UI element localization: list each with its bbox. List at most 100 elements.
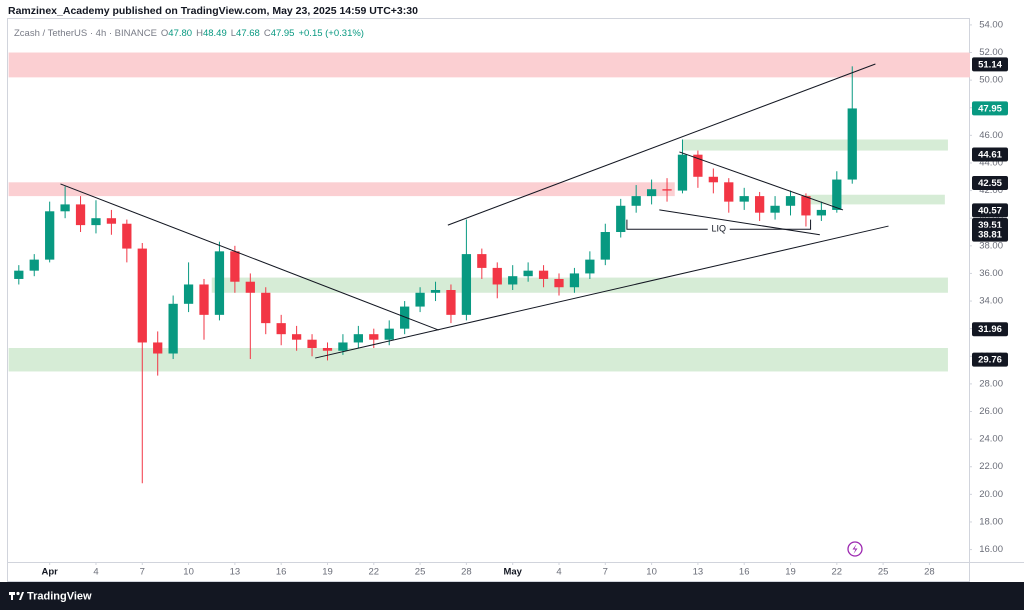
candle-body	[646, 189, 657, 197]
zone	[8, 347, 948, 372]
candle-body	[847, 108, 857, 180]
price-label-box	[972, 352, 1008, 367]
candle-body	[199, 284, 209, 315]
y-tick-label: 34.00	[979, 296, 1003, 307]
y-tick-label: 54.00	[979, 19, 1003, 30]
x-tick-label: 28	[924, 567, 935, 578]
candle-body	[214, 251, 225, 315]
candle-body	[477, 254, 487, 268]
y-tick-label: 28.00	[979, 378, 1003, 389]
candle-body	[369, 334, 379, 340]
y-tick-label: 44.00	[979, 157, 1003, 168]
x-tick-label: 7	[140, 567, 145, 578]
candle-body	[832, 179, 842, 210]
x-tick-label: 10	[183, 567, 194, 578]
symbol-legend: Zcash / TetherUS · 4h · BINANCE O47.80 H48…	[14, 28, 364, 39]
x-tick-label: 19	[322, 567, 333, 578]
candle-body	[75, 204, 86, 226]
candle-body	[245, 281, 255, 293]
x-tick-label: 28	[461, 567, 472, 578]
candle-body	[384, 328, 394, 340]
candle-body	[585, 259, 595, 274]
price-label: 44.61	[978, 150, 1002, 161]
price-label: 29.76	[978, 355, 1002, 366]
y-tick-label: 50.00	[979, 75, 1003, 86]
price-label-box	[972, 322, 1008, 337]
y-tick-label: 26.00	[979, 406, 1003, 417]
candle-body	[168, 303, 178, 354]
x-tick-label: 13	[693, 567, 704, 578]
candle-body	[106, 218, 117, 224]
price-label: 51.14	[978, 59, 1002, 70]
candle-body	[616, 205, 626, 233]
ohlc-key: C	[264, 28, 271, 39]
candle-body	[261, 292, 271, 324]
ohlc-value: 47.80	[168, 28, 192, 39]
x-tick-label: 19	[785, 567, 796, 578]
candle-body	[662, 189, 672, 191]
candle-body	[446, 290, 456, 315]
candle-body	[801, 196, 811, 216]
ohlc-key: O	[161, 28, 168, 39]
price-label-box	[972, 175, 1008, 190]
y-tick-label: 46.00	[979, 130, 1003, 141]
candle-body	[461, 254, 472, 315]
x-tick-label: 22	[832, 567, 843, 578]
candle-body	[137, 248, 147, 343]
price-label: 31.96	[978, 324, 1002, 335]
candle-body	[724, 182, 734, 202]
zone	[8, 52, 970, 78]
candle-body	[276, 323, 286, 335]
candle-body	[60, 204, 70, 212]
y-tick-label: 18.00	[979, 516, 1003, 527]
zone	[211, 277, 948, 293]
candle-body	[739, 196, 749, 202]
candle-body	[785, 196, 796, 206]
price-label: 38.81	[978, 230, 1002, 241]
candle-body	[430, 290, 441, 293]
brand[interactable]: TradingView	[27, 590, 92, 602]
x-tick-label: Apr	[41, 567, 58, 578]
candle-body	[631, 196, 641, 206]
publisher-line: Ramzinex_Academy published on TradingVie…	[8, 5, 418, 17]
x-tick-label: 4	[556, 567, 561, 578]
x-tick-label: May	[503, 567, 522, 578]
x-tick-label: 16	[276, 567, 287, 578]
candle-body	[29, 259, 39, 271]
annotation: LIQ	[711, 224, 726, 234]
candle-body	[153, 342, 163, 354]
brand-logo	[9, 591, 24, 600]
candle-body	[492, 267, 502, 285]
ohlc-key: H	[196, 28, 203, 39]
price-label: 42.55	[978, 178, 1002, 189]
candle-body	[677, 154, 688, 191]
candle-body	[291, 334, 302, 340]
price-label-box	[972, 227, 1008, 242]
candle-body	[122, 223, 132, 249]
x-tick-label: 7	[603, 567, 608, 578]
candle-body	[770, 205, 780, 213]
price-label: 40.57	[978, 205, 1002, 216]
y-tick-label: 24.00	[979, 434, 1003, 445]
footer-bar	[0, 582, 1024, 610]
x-tick-label: 22	[368, 567, 379, 578]
y-tick-label: 22.00	[979, 461, 1003, 472]
zone	[8, 182, 675, 197]
candle-body	[400, 306, 410, 329]
lightning-icon	[847, 541, 863, 557]
ohlc-value: 47.68	[236, 28, 260, 39]
symbol: Zcash / TetherUS · 4h · BINANCE	[14, 28, 157, 39]
candle-body	[14, 270, 24, 279]
candle-body	[755, 196, 765, 213]
ohlc-key: L	[231, 28, 236, 39]
trend-line	[447, 63, 876, 226]
price-label-box	[972, 203, 1008, 218]
candle-body	[91, 218, 101, 226]
candle-body	[307, 339, 317, 348]
axes: 16.0018.0020.0022.0024.0026.0028.0030.00…	[41, 19, 1008, 578]
x-tick-label: 25	[415, 567, 426, 578]
candle-body	[600, 232, 610, 260]
candle-body	[415, 292, 425, 307]
annotation-bg	[707, 223, 730, 236]
x-tick-label: 25	[878, 567, 889, 578]
